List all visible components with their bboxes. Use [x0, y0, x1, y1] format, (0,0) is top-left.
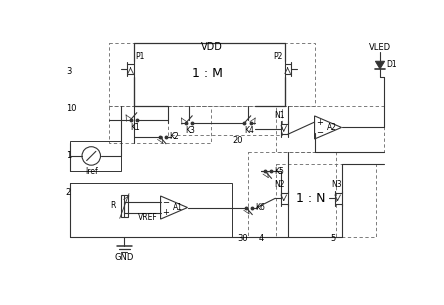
Text: −: −: [163, 198, 170, 207]
Text: N1: N1: [275, 111, 285, 120]
Text: VLED: VLED: [369, 43, 391, 52]
Text: A1: A1: [173, 203, 182, 212]
Bar: [276, 164, 376, 237]
Text: 30: 30: [238, 234, 248, 243]
Text: 3: 3: [66, 67, 71, 76]
Text: N3: N3: [332, 180, 342, 189]
Text: K4: K4: [244, 126, 254, 135]
Bar: [71, 183, 232, 237]
Text: 1 : M: 1 : M: [192, 67, 223, 80]
Text: 20: 20: [232, 136, 243, 145]
Text: K5: K5: [274, 167, 284, 176]
Bar: [276, 106, 384, 152]
Text: 1: 1: [66, 152, 71, 160]
Polygon shape: [375, 61, 385, 69]
Text: 2: 2: [66, 188, 71, 197]
Text: K2: K2: [169, 132, 178, 141]
Text: K6: K6: [255, 203, 265, 212]
Text: Iref: Iref: [85, 167, 98, 176]
Text: +: +: [317, 117, 323, 127]
Text: N2: N2: [275, 180, 285, 189]
Bar: [120, 195, 128, 217]
Text: P2: P2: [274, 52, 283, 61]
Bar: [71, 141, 120, 171]
Text: −: −: [317, 128, 323, 137]
Bar: [168, 106, 282, 135]
Text: 4: 4: [258, 234, 264, 243]
Text: 10: 10: [66, 105, 76, 113]
Bar: [109, 106, 210, 143]
Text: VREF: VREF: [138, 213, 157, 222]
Text: 5: 5: [330, 234, 335, 243]
Bar: [248, 152, 336, 237]
Text: 1 : N: 1 : N: [296, 192, 325, 205]
Text: GND: GND: [115, 253, 134, 262]
Text: D1: D1: [386, 60, 397, 69]
Text: VDD: VDD: [201, 42, 223, 52]
Bar: [109, 43, 315, 106]
Text: K1: K1: [130, 123, 140, 132]
Text: +: +: [163, 208, 170, 217]
Text: K3: K3: [186, 126, 195, 135]
Text: A2: A2: [326, 123, 337, 132]
Text: P1: P1: [135, 52, 145, 61]
Text: R: R: [110, 202, 115, 210]
